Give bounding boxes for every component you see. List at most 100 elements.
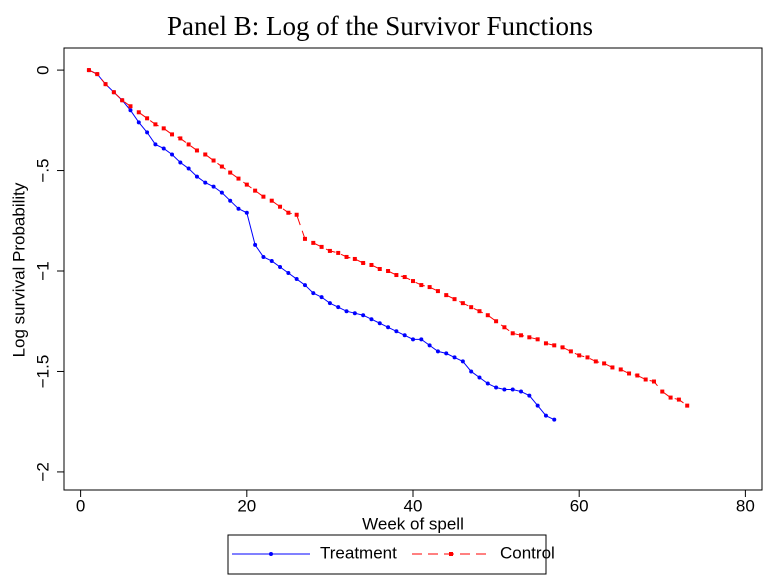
marker: [261, 254, 266, 259]
marker: [269, 258, 274, 263]
marker: [286, 271, 291, 276]
marker: [577, 353, 582, 358]
marker: [552, 343, 557, 348]
marker: [302, 283, 307, 288]
marker: [394, 329, 399, 334]
marker: [86, 68, 91, 73]
marker: [685, 403, 690, 408]
marker: [327, 248, 332, 253]
marker: [618, 367, 623, 372]
marker: [203, 180, 208, 185]
marker: [460, 301, 465, 306]
marker: [394, 273, 399, 278]
marker: [402, 275, 407, 280]
marker: [228, 170, 233, 175]
marker: [302, 236, 307, 241]
marker: [435, 349, 440, 354]
marker: [145, 130, 150, 135]
marker: [510, 387, 515, 392]
marker: [519, 389, 524, 394]
marker: [676, 397, 681, 402]
marker: [543, 341, 548, 346]
marker: [327, 301, 332, 306]
legend-marker: [269, 552, 273, 556]
marker: [460, 359, 465, 364]
x-tick-label: 40: [404, 496, 423, 515]
marker: [244, 182, 249, 187]
x-tick-label: 0: [76, 496, 85, 515]
marker: [635, 373, 640, 378]
marker: [494, 319, 499, 324]
marker: [111, 90, 116, 95]
marker: [95, 72, 100, 77]
marker: [103, 82, 108, 87]
marker: [352, 256, 357, 261]
marker: [170, 132, 175, 137]
marker: [377, 321, 382, 326]
marker: [128, 108, 133, 113]
marker: [643, 377, 648, 382]
marker: [120, 98, 125, 103]
marker: [386, 269, 391, 274]
marker: [128, 104, 133, 109]
y-axis-label: Log survival Probability: [9, 182, 28, 357]
y-tick-label: −2: [33, 462, 52, 481]
x-axis-label: Week of spell: [362, 514, 464, 533]
marker: [253, 188, 258, 193]
marker: [161, 146, 166, 151]
marker: [469, 305, 474, 310]
marker: [253, 242, 258, 247]
marker: [219, 164, 224, 169]
marker: [427, 285, 432, 290]
marker: [211, 158, 216, 163]
marker: [186, 142, 191, 147]
marker: [236, 206, 241, 211]
marker: [452, 297, 457, 302]
marker: [194, 174, 199, 179]
marker: [560, 345, 565, 350]
legend-marker: [449, 552, 453, 556]
marker: [485, 381, 490, 386]
marker: [153, 142, 158, 147]
marker: [535, 403, 540, 408]
marker: [627, 371, 632, 376]
marker: [336, 305, 341, 310]
marker: [369, 317, 374, 322]
y-tick-label: −.5: [33, 158, 52, 182]
marker: [244, 210, 249, 215]
marker: [435, 289, 440, 294]
marker: [427, 343, 432, 348]
marker: [610, 365, 615, 370]
x-tick-label: 20: [237, 496, 256, 515]
marker: [294, 212, 299, 217]
legend-label: Control: [500, 543, 555, 562]
marker: [369, 262, 374, 267]
marker: [344, 254, 349, 259]
series-line: [88, 69, 555, 421]
marker: [651, 379, 656, 384]
marker: [319, 244, 324, 249]
marker: [294, 277, 299, 282]
marker: [236, 176, 241, 181]
x-tick-label: 80: [736, 496, 755, 515]
marker: [352, 311, 357, 316]
marker: [444, 351, 449, 356]
marker: [136, 120, 141, 125]
y-tick-label: 0: [33, 65, 52, 74]
marker: [494, 385, 499, 390]
marker: [452, 355, 457, 360]
marker: [278, 264, 283, 269]
marker: [319, 295, 324, 300]
marker: [552, 417, 557, 422]
marker: [286, 210, 291, 215]
marker: [585, 355, 590, 360]
plot-frame: [63, 47, 763, 491]
marker: [336, 250, 341, 255]
marker: [485, 313, 490, 318]
marker: [361, 260, 366, 265]
marker: [269, 198, 274, 203]
marker: [602, 361, 607, 366]
marker: [411, 279, 415, 284]
marker: [153, 122, 158, 127]
marker: [361, 313, 366, 318]
